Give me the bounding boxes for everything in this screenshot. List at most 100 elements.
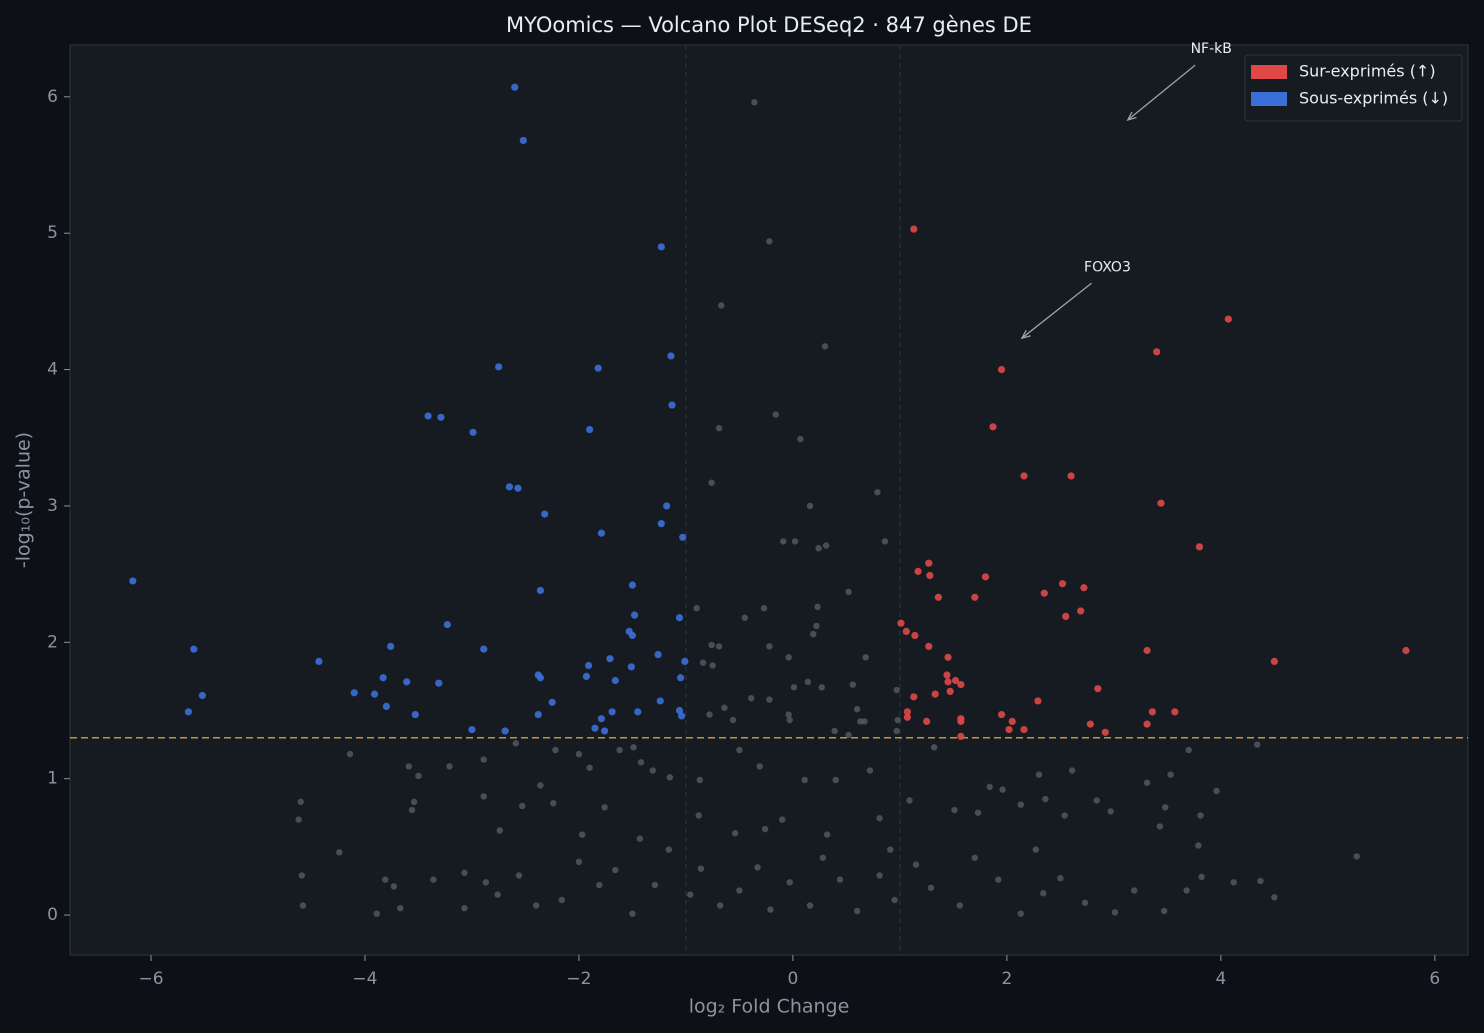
point [397, 905, 404, 912]
chart-title: MYOomics — Volcano Plot DESeq2 · 847 gèn… [506, 13, 1032, 37]
x-tick-label: 6 [1429, 969, 1440, 989]
point [1171, 708, 1179, 716]
point [536, 674, 545, 682]
point [934, 593, 943, 601]
point [693, 605, 700, 612]
point [548, 698, 556, 706]
point [756, 763, 763, 770]
point [1107, 808, 1114, 815]
x-tick-label: 4 [1215, 969, 1226, 989]
point [190, 645, 198, 653]
point [532, 902, 540, 909]
point [608, 708, 616, 716]
point [1093, 797, 1100, 804]
point [482, 879, 490, 886]
point [584, 661, 593, 670]
point [1094, 685, 1102, 693]
point [766, 238, 773, 245]
arrow-head [1126, 111, 1137, 122]
point [558, 896, 566, 904]
point [849, 681, 857, 688]
point [511, 83, 519, 91]
point [496, 827, 503, 834]
point [649, 767, 656, 774]
x-tick-label: −6 [138, 969, 163, 989]
point [1111, 909, 1119, 916]
point [861, 718, 868, 725]
point [1402, 646, 1410, 655]
point [999, 786, 1006, 793]
point [430, 876, 437, 883]
point [944, 678, 952, 686]
point [853, 907, 861, 915]
point [785, 654, 792, 661]
point [687, 891, 694, 898]
legend-label: Sous-exprimés (↓) [1299, 89, 1448, 108]
point [129, 577, 137, 585]
point [379, 674, 387, 682]
point [346, 750, 354, 758]
point [1270, 657, 1278, 665]
point [761, 825, 769, 833]
point [729, 716, 737, 724]
point [1032, 846, 1039, 853]
point [1162, 804, 1169, 811]
point [903, 708, 911, 716]
y-tick-label: 0 [47, 905, 58, 925]
point [1020, 725, 1028, 734]
point [550, 800, 557, 807]
plot-area [69, 44, 1469, 956]
point [675, 614, 684, 622]
point [512, 740, 520, 747]
point [461, 869, 468, 876]
point [616, 746, 623, 754]
point [786, 716, 793, 724]
point [443, 620, 451, 629]
point [336, 849, 343, 856]
point [1353, 853, 1360, 860]
point [1156, 823, 1164, 830]
annotation-arrow [1127, 64, 1196, 121]
point [772, 411, 779, 418]
point [804, 678, 812, 686]
point [997, 365, 1006, 374]
point [741, 614, 748, 621]
point [505, 483, 513, 491]
point [675, 706, 684, 715]
point [951, 806, 958, 814]
point [791, 538, 799, 545]
point [718, 302, 725, 309]
point [957, 717, 965, 725]
point [298, 872, 306, 879]
point [1131, 887, 1138, 894]
point [943, 671, 951, 679]
point [1057, 875, 1064, 882]
point [946, 687, 954, 695]
point [667, 352, 675, 360]
point [1077, 607, 1085, 615]
point [597, 529, 606, 537]
legend-swatch [1251, 65, 1287, 79]
y-tick-label: 6 [47, 87, 58, 107]
point [876, 872, 883, 879]
point [925, 642, 933, 650]
point [295, 816, 302, 823]
point [1101, 728, 1109, 736]
point [657, 243, 665, 251]
point [575, 750, 583, 758]
point [679, 533, 687, 541]
point [887, 846, 894, 853]
point [666, 774, 674, 781]
point [596, 881, 603, 889]
arrow-head [1020, 329, 1031, 340]
x-tick-label: −4 [352, 969, 377, 989]
point [731, 830, 739, 837]
point [986, 783, 993, 791]
y-tick-label: 4 [47, 360, 58, 380]
point [1040, 890, 1047, 897]
point [519, 136, 527, 145]
point [373, 910, 380, 917]
point [578, 831, 586, 838]
